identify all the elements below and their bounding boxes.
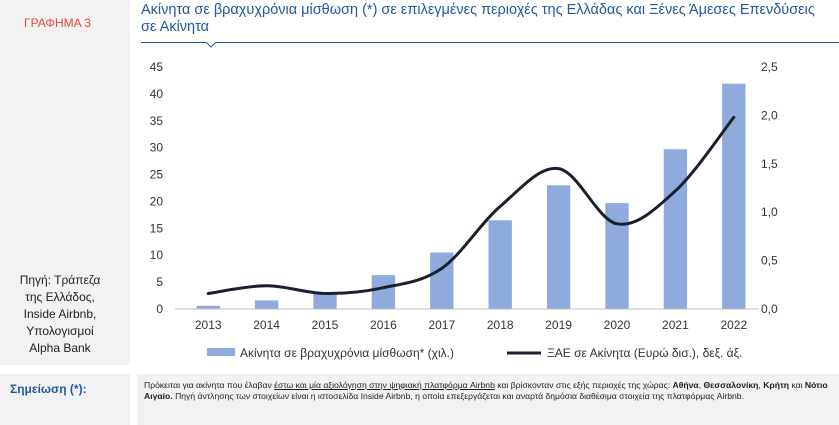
right-axis: 0,0 0,5 1,0 1,5 2,0 2,5 xyxy=(761,60,778,316)
left-tick-label: 0 xyxy=(156,302,163,316)
legend-bar-swatch xyxy=(207,348,235,356)
note-region-crete: Κρήτη xyxy=(763,380,790,390)
note-part: και xyxy=(789,380,805,390)
note-part: , xyxy=(758,380,764,390)
figure-label: ΓΡΑΦΗΜΑ 3 xyxy=(24,16,91,30)
bar xyxy=(722,83,746,309)
title-notch xyxy=(206,42,216,48)
right-tick-label: 1,5 xyxy=(761,157,778,171)
note-box xyxy=(137,374,839,425)
left-tick-label: 40 xyxy=(150,87,164,101)
left-tick-label: 20 xyxy=(150,194,164,208)
x-tick-label: 2021 xyxy=(662,318,689,332)
bar xyxy=(430,252,454,309)
bar xyxy=(663,149,688,309)
bar xyxy=(196,305,220,309)
left-tick-label: 10 xyxy=(150,248,164,262)
left-panel xyxy=(0,0,130,365)
note-region-aegean: Νότιο Αιγαίο. xyxy=(144,380,828,401)
note-region-athens: Αθήνα xyxy=(672,380,699,390)
left-axis: 0 5 10 15 20 25 30 35 40 45 xyxy=(150,60,164,316)
left-tick-label: 5 xyxy=(156,275,163,289)
line-series xyxy=(206,115,736,296)
chart-canvas: 0 5 10 15 20 25 30 35 40 45 0,0 0,5 1,0 1,5 2,0 2,5 20… xyxy=(150,60,778,360)
source-line: Inside Airbnb, xyxy=(23,307,97,321)
note-label: Σημείωση (*): xyxy=(10,382,87,396)
source-line: Alpha Bank xyxy=(29,341,91,355)
bar xyxy=(605,203,629,309)
note-part: Πηγή άντλησης των στοιχείων είναι η ιστο… xyxy=(172,391,744,401)
right-tick-label: 0,0 xyxy=(761,302,778,316)
source-note: Πηγή: Τράπεζα της Ελλάδος, Inside Airbnb… xyxy=(4,272,116,357)
bar-series xyxy=(196,83,746,309)
x-tick-label: 2017 xyxy=(428,318,455,332)
note-part: Πρόκειται για ακίνητα που έλαβαν xyxy=(144,380,275,390)
x-tick-label: 2014 xyxy=(253,318,280,332)
left-tick-label: 45 xyxy=(150,60,164,74)
title-rule xyxy=(141,42,839,43)
note-part: , xyxy=(698,380,704,390)
right-tick-label: 1,0 xyxy=(761,205,778,219)
legend-bar-label: Ακίνητα σε βραχυχρόνια μίσθωση* (χιλ.) xyxy=(240,346,454,360)
left-tick-label: 35 xyxy=(150,114,164,128)
x-axis: 2013 2014 2015 2016 2017 2018 2019 2020 2021 2022 xyxy=(195,318,748,332)
right-tick-label: 2,5 xyxy=(761,60,778,74)
chart-title: Ακίνητα σε βραχυχρόνια μίσθωση (*) σε επ… xyxy=(141,2,815,35)
x-tick-label: 2018 xyxy=(487,318,514,332)
x-tick-label: 2013 xyxy=(195,318,222,332)
x-tick-label: 2019 xyxy=(545,318,572,332)
note-text: Πρόκειται για ακίνητα που έλαβαν έστω κα… xyxy=(144,380,834,402)
left-tick-label: 15 xyxy=(150,221,164,235)
x-tick-label: 2015 xyxy=(312,318,339,332)
bar xyxy=(371,275,396,309)
source-line: της Ελλάδος, xyxy=(25,290,95,304)
left-tick-label: 30 xyxy=(150,141,164,155)
source-line: Υπολογισμοί xyxy=(26,324,94,338)
bar xyxy=(546,185,571,309)
legend-line-label: ΞΑΕ σε Ακίνητα (Ευρώ δισ.), δεξ. άξ. xyxy=(547,346,742,360)
note-label-box xyxy=(0,374,130,425)
note-underlined: έστω και μία αξιολόγηση στην ψηφιακή πλα… xyxy=(274,380,495,390)
x-tick-label: 2020 xyxy=(604,318,631,332)
right-tick-label: 0,5 xyxy=(761,254,778,268)
bar xyxy=(254,300,279,309)
left-tick-label: 25 xyxy=(150,168,164,182)
source-line: Πηγή: Τράπεζα xyxy=(19,273,101,287)
bar xyxy=(313,293,337,309)
right-tick-label: 2,0 xyxy=(761,108,778,122)
bar xyxy=(488,220,512,309)
note-part: και βρίσκονταν στις εξής περιοχές της χώ… xyxy=(494,380,673,390)
x-tick-label: 2016 xyxy=(370,318,397,332)
legend: Ακίνητα σε βραχυχρόνια μίσθωση* (χιλ.) Ξ… xyxy=(207,346,742,360)
note-region-thessaloniki: Θεσσαλονίκη xyxy=(703,380,759,390)
x-tick-label: 2022 xyxy=(720,318,747,332)
